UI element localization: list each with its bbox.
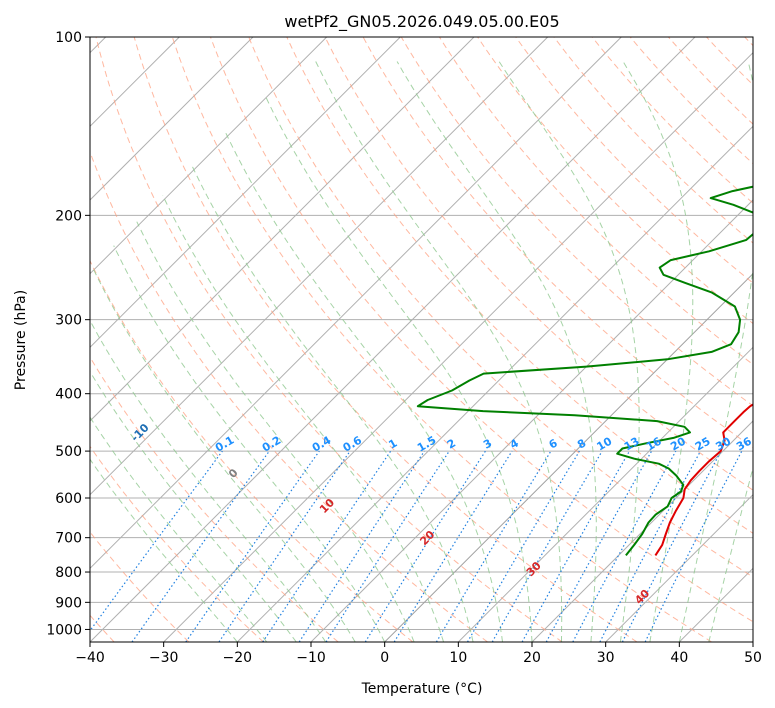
dry-adiabat-line — [477, 37, 753, 325]
isotherm-line — [163, 51, 753, 642]
x-tick-label: −30 — [149, 650, 179, 666]
mixing-ratio-line — [298, 450, 425, 642]
y-axis-title: Pressure (hPa) — [13, 290, 29, 390]
mixing-ratio-line — [325, 450, 450, 642]
moist-adiabat-line — [90, 319, 327, 642]
y-tick-label: 400 — [55, 387, 82, 403]
isotherm-line — [90, 37, 696, 642]
moist-adiabat-line — [90, 416, 268, 642]
x-tick-label: 30 — [597, 650, 615, 666]
plot-frame — [89, 36, 754, 643]
mixing-ratio-line — [644, 450, 743, 642]
x-tick-label: −40 — [75, 650, 105, 666]
moist-adiabat-line — [113, 245, 386, 642]
isotherm-line — [90, 37, 401, 349]
y-tick-label: 800 — [55, 565, 82, 581]
moist-adiabat-line — [191, 165, 474, 642]
y-tick-label: 300 — [55, 313, 82, 329]
dry-adiabat-line — [324, 37, 753, 491]
mixing-ratio-line — [90, 450, 223, 632]
x-axis-title: Temperature (°C) — [361, 681, 483, 697]
isotherm-line — [90, 37, 549, 496]
chart-title: wetPf2_GN05.2026.049.05.00.E05 — [284, 12, 559, 32]
isotherm-line — [90, 37, 328, 275]
isotherm-line — [236, 125, 753, 642]
dry-adiabat-line — [591, 37, 753, 204]
mixing-ratio-line — [393, 450, 513, 642]
plot-area — [90, 37, 753, 642]
y-tick-label: 200 — [55, 208, 82, 224]
moist-adiabat-line — [498, 61, 640, 642]
moist-adiabat-line — [225, 132, 503, 642]
x-tick-label: 10 — [449, 650, 467, 666]
dry-adiabat-line — [171, 37, 712, 642]
dry-adiabat-line — [362, 37, 753, 449]
moist-adiabat-line — [136, 221, 415, 642]
dry-adiabat-line — [515, 37, 753, 284]
dry-adiabat-line — [95, 37, 563, 642]
dry-adiabat-line — [90, 259, 414, 642]
moist-adiabat-line — [162, 195, 445, 642]
dry-adiabat-line — [133, 37, 638, 642]
isotherm-line — [605, 493, 753, 642]
x-tick-label: −20 — [223, 650, 253, 666]
mixing-ratio-line — [218, 450, 351, 642]
y-tick-label: 700 — [55, 531, 82, 547]
moist-adiabat-line — [90, 458, 238, 642]
dry-adiabat-line — [248, 37, 753, 578]
isotherm-line — [384, 272, 753, 642]
x-tick-label: 0 — [380, 650, 389, 666]
moist-adiabat-line — [315, 61, 563, 642]
x-tick-label: −10 — [296, 650, 326, 666]
y-tick-label: 600 — [55, 491, 82, 507]
mixing-ratio-line — [545, 450, 653, 642]
moist-adiabat-line — [708, 466, 753, 642]
x-tick-label: 40 — [670, 650, 688, 666]
x-tick-label: 50 — [744, 650, 762, 666]
mixing-ratio-line — [185, 450, 320, 642]
isotherm-line — [90, 37, 622, 570]
moist-adiabat-line — [678, 61, 753, 642]
dry-adiabat-line — [400, 37, 753, 407]
y-tick-label: 100 — [55, 30, 82, 46]
dry-adiabat-line — [90, 445, 264, 642]
moist-adiabat-line — [92, 267, 356, 642]
moist-adiabat-line — [396, 61, 597, 642]
dry-adiabat-line — [629, 37, 753, 165]
moist-adiabat-line — [90, 370, 297, 642]
axes: −40 −30 −20 −10 0 10 20 30 40 50 100 200 300 400 500 60… — [46, 30, 762, 666]
mixing-ratio-label: 36 — [734, 434, 754, 453]
mixing-ratio-line — [131, 450, 270, 642]
y-tick-label: 900 — [55, 595, 82, 611]
dry-adiabat-line — [210, 37, 753, 623]
y-tick-label: 500 — [55, 444, 82, 460]
isotherm-line — [90, 37, 254, 201]
dewpoint-profile-line — [416, 185, 753, 557]
temperature-profile-line — [654, 403, 753, 556]
mixing-ratio-line — [521, 450, 631, 642]
mixing-ratio-line — [262, 450, 392, 642]
x-tick-label: 20 — [523, 650, 541, 666]
isotherm-line — [531, 420, 753, 642]
moist-adiabat-line — [622, 61, 694, 642]
moist-adiabat-line — [264, 94, 533, 642]
y-tick-label: 1000 — [46, 622, 82, 638]
isotherm-line — [90, 37, 475, 422]
mixing-ratio-line — [572, 450, 677, 642]
